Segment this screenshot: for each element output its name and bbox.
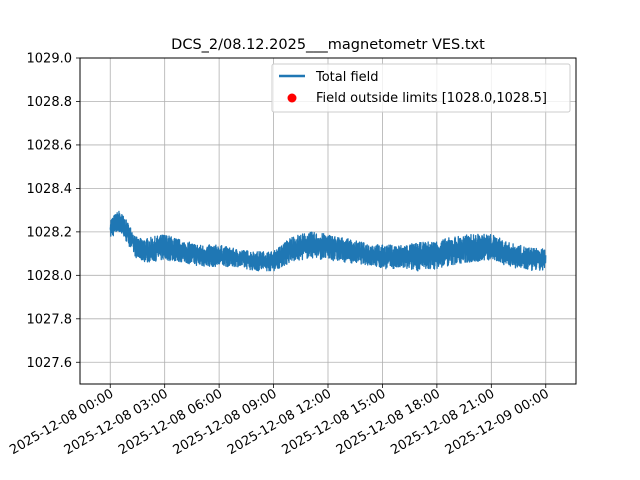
- y-tick-label: 1029.0: [27, 52, 73, 67]
- y-tick-label: 1028.8: [27, 95, 73, 110]
- y-tick-label: 1028.4: [27, 182, 73, 197]
- legend-outside-limits-label: Field outside limits [1028.0,1028.5]: [316, 91, 547, 106]
- legend-outside-limits-swatch: [287, 93, 297, 103]
- y-tick-label: 1027.6: [27, 356, 73, 371]
- y-tick-label: 1028.2: [27, 225, 73, 240]
- legend-box: [271, 63, 571, 113]
- chart-title: DCS_2/08.12.2025___magnetometr VES.txt: [171, 37, 485, 53]
- total-field-line: [109, 210, 547, 272]
- y-tick-label: 1028.0: [27, 269, 73, 284]
- y-tick-label: 1027.8: [27, 312, 73, 327]
- data-layer: [109, 210, 547, 272]
- legend: Total field Field outside limits [1028.0…: [271, 63, 571, 113]
- legend-total-field-label: Total field: [315, 70, 379, 85]
- y-tick-label: 1028.6: [27, 138, 73, 153]
